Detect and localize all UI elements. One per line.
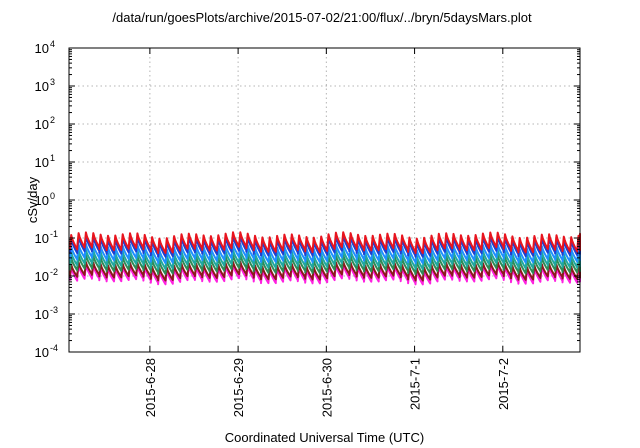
x-tick-label: 2015-7-1	[408, 358, 423, 410]
y-tick-label: 10	[35, 193, 49, 208]
y-tick-label: 10	[35, 41, 49, 56]
x-axis-label: Coordinated Universal Time (UTC)	[225, 430, 424, 445]
x-tick-label: 2015-6-30	[319, 358, 334, 417]
y-tick-exponent: 0	[50, 191, 55, 201]
y-tick-exponent: 2	[50, 115, 55, 125]
y-tick-label: 10	[35, 345, 49, 360]
y-tick-exponent: 1	[50, 153, 55, 163]
chart-title: /data/run/goesPlots/archive/2015-07-02/2…	[112, 10, 532, 25]
x-tick-label: 2015-6-28	[143, 358, 158, 417]
y-axis-label: cSv/day	[25, 176, 40, 223]
series-line	[68, 231, 581, 255]
y-tick-exponent: 3	[50, 77, 55, 87]
x-tick-label: 2015-6-29	[231, 358, 246, 417]
y-tick-exponent: -1	[50, 229, 58, 239]
y-tick-label: 10	[35, 307, 49, 322]
y-tick-exponent: -3	[50, 305, 58, 315]
x-tick-label: 2015-7-2	[496, 358, 511, 410]
y-tick-label: 10	[35, 155, 49, 170]
y-tick-exponent: 4	[50, 39, 55, 49]
y-tick-label: 10	[35, 79, 49, 94]
x-axis-ticks: 2015-6-28 2015-6-29 2015-6-30 2015-7-1 2015-…	[143, 48, 511, 417]
grid	[69, 48, 580, 352]
series-group	[68, 231, 581, 286]
y-tick-label: 10	[35, 269, 49, 284]
y-tick-label: 10	[35, 231, 49, 246]
y-tick-label: 10	[35, 117, 49, 132]
plot-frame	[68, 47, 581, 353]
y-tick-exponent: -4	[50, 343, 58, 353]
y-tick-exponent: -2	[50, 267, 58, 277]
